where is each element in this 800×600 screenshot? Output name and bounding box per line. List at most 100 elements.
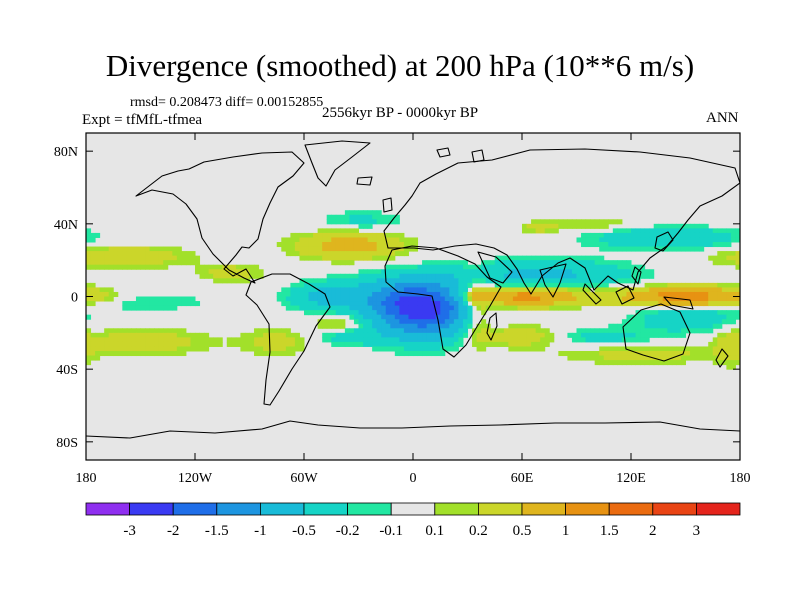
field-cell bbox=[608, 246, 614, 252]
field-cell bbox=[649, 319, 655, 325]
colorbar-label: 1.5 bbox=[600, 523, 619, 539]
field-cell bbox=[276, 291, 282, 297]
field-cell bbox=[585, 219, 591, 225]
field-cell bbox=[376, 301, 382, 307]
field-cell bbox=[340, 255, 346, 261]
field-cell bbox=[603, 273, 609, 279]
field-cell bbox=[422, 305, 428, 311]
field-cell bbox=[99, 296, 105, 302]
field-cell bbox=[235, 264, 241, 270]
field-cell bbox=[86, 291, 92, 297]
field-cell bbox=[408, 328, 414, 334]
field-cell bbox=[331, 287, 337, 293]
field-cell bbox=[408, 323, 414, 329]
field-cell bbox=[145, 251, 151, 257]
field-cell bbox=[667, 360, 673, 366]
field-cell bbox=[435, 291, 441, 297]
field-cell bbox=[662, 291, 668, 297]
field-cell bbox=[621, 291, 627, 297]
field-cell bbox=[108, 351, 114, 357]
field-cell bbox=[649, 287, 655, 293]
field-cell bbox=[690, 282, 696, 288]
field-cell bbox=[90, 251, 96, 257]
field-cell bbox=[662, 237, 668, 243]
field-cell bbox=[190, 251, 196, 257]
field-cell bbox=[690, 237, 696, 243]
field-cell bbox=[549, 296, 555, 302]
field-cell bbox=[640, 346, 646, 352]
field-cell bbox=[104, 260, 110, 266]
field-cell bbox=[494, 287, 500, 293]
field-cell bbox=[508, 260, 514, 266]
field-cell bbox=[285, 341, 291, 347]
field-cell bbox=[503, 269, 509, 275]
field-cell bbox=[322, 337, 328, 343]
field-cell bbox=[294, 242, 300, 248]
field-cell bbox=[644, 355, 650, 361]
field-cell bbox=[626, 296, 632, 302]
field-cell bbox=[667, 282, 673, 288]
field-cell bbox=[390, 319, 396, 325]
field-cell bbox=[540, 219, 546, 225]
field-cell bbox=[331, 337, 337, 343]
field-cell bbox=[631, 228, 637, 234]
field-cell bbox=[244, 273, 250, 279]
field-cell bbox=[494, 328, 500, 334]
field-cell bbox=[349, 260, 355, 266]
field-cell bbox=[353, 210, 359, 216]
field-cell bbox=[367, 219, 373, 225]
field-cell bbox=[603, 346, 609, 352]
field-cell bbox=[671, 360, 677, 366]
field-cell bbox=[322, 323, 328, 329]
field-cell bbox=[617, 278, 623, 284]
field-cell bbox=[730, 260, 736, 266]
field-cell bbox=[558, 287, 564, 293]
field-cell bbox=[522, 301, 528, 307]
colorbar-swatch bbox=[565, 502, 610, 516]
field-cell bbox=[730, 237, 736, 243]
field-cell bbox=[426, 273, 432, 279]
field-cell bbox=[313, 291, 319, 297]
field-cell bbox=[126, 260, 132, 266]
field-cell bbox=[363, 319, 369, 325]
field-cell bbox=[422, 314, 428, 320]
field-cell bbox=[322, 242, 328, 248]
field-cell bbox=[344, 232, 350, 238]
field-cell bbox=[558, 301, 564, 307]
field-cell bbox=[86, 246, 92, 252]
field-cell bbox=[367, 273, 373, 279]
field-cell bbox=[344, 255, 350, 261]
field-cell bbox=[308, 278, 314, 284]
field-cell bbox=[649, 282, 655, 288]
field-cell bbox=[449, 328, 455, 334]
field-cell bbox=[717, 291, 723, 297]
field-cell bbox=[712, 337, 718, 343]
field-cell bbox=[603, 237, 609, 243]
field-cell bbox=[490, 273, 496, 279]
field-cell bbox=[358, 269, 364, 275]
field-cell bbox=[544, 287, 550, 293]
field-cell bbox=[276, 337, 282, 343]
field-cell bbox=[662, 287, 668, 293]
field-cell bbox=[690, 287, 696, 293]
field-cell bbox=[544, 341, 550, 347]
field-cell bbox=[422, 278, 428, 284]
field-cell bbox=[544, 305, 550, 311]
field-cell bbox=[671, 228, 677, 234]
field-cell bbox=[154, 301, 160, 307]
field-cell bbox=[440, 287, 446, 293]
field-cell bbox=[140, 332, 146, 338]
field-cell bbox=[649, 323, 655, 329]
field-cell bbox=[149, 337, 155, 343]
field-cell bbox=[699, 228, 705, 234]
field-cell bbox=[258, 273, 264, 279]
field-cell bbox=[381, 246, 387, 252]
field-cell bbox=[585, 255, 591, 261]
field-cell bbox=[195, 269, 201, 275]
coast-eurasia bbox=[383, 148, 740, 295]
field-cell bbox=[181, 296, 187, 302]
field-cell bbox=[335, 332, 341, 338]
field-cell bbox=[726, 314, 732, 320]
field-cell bbox=[272, 341, 278, 347]
field-cell bbox=[481, 323, 487, 329]
